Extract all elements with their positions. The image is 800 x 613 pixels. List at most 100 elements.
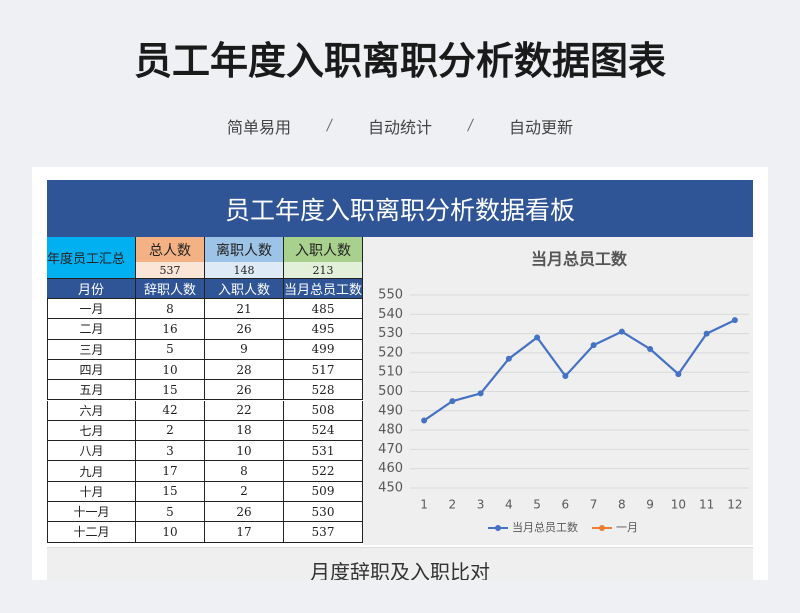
table-cell: 17 <box>136 461 205 482</box>
y-tick-label: 500 <box>378 384 403 399</box>
series-point <box>421 417 428 424</box>
table-cell: 十二月 <box>47 522 136 543</box>
table-cell: 一月 <box>47 299 136 320</box>
x-tick-label: 1 <box>420 498 428 512</box>
table-cell: 8 <box>205 461 284 482</box>
table-cell: 四月 <box>47 359 136 381</box>
legend-dot <box>599 525 605 531</box>
series-point <box>590 342 597 349</box>
series-point <box>675 371 682 378</box>
y-tick-label: 550 <box>378 288 403 303</box>
card: 员工年度入职离职分析数据看板 年度员工汇总 总人数 537 离职人数 148 入职人数 21… <box>32 167 768 580</box>
series-point <box>618 328 625 335</box>
table-cell: 495 <box>284 319 363 340</box>
table-header: 入职人数 <box>205 279 284 299</box>
table-cell: 18 <box>205 420 284 442</box>
x-tick-label: 9 <box>646 498 654 512</box>
table-cell: 9 <box>205 339 284 360</box>
table-cell: 15 <box>136 481 205 502</box>
table-cell: 17 <box>205 522 284 543</box>
chart-title: 当月总员工数 <box>531 250 628 269</box>
table-cell: 10 <box>136 359 205 381</box>
tag-bar: 简单易用 自动统计 自动更新 <box>0 114 800 138</box>
table-cell: 九月 <box>47 461 136 482</box>
series-point <box>731 317 738 324</box>
summary-value: 213 <box>284 262 363 279</box>
table-cell: 26 <box>205 502 284 523</box>
series-point <box>647 346 654 353</box>
table-cell: 528 <box>284 380 363 401</box>
x-tick-label: 5 <box>533 498 541 512</box>
table-cell: 六月 <box>47 400 136 421</box>
table-cell: 七月 <box>47 420 136 442</box>
series-point <box>703 330 710 337</box>
page-title: 员工年度入职离职分析数据图表 <box>133 39 666 83</box>
legend-label: 当月总员工数 <box>512 520 578 534</box>
table-cell: 15 <box>136 380 205 401</box>
x-tick-label: 7 <box>590 498 598 512</box>
x-tick-label: 11 <box>699 498 714 512</box>
series-point <box>534 334 541 341</box>
table-cell: 三月 <box>47 339 136 360</box>
x-tick-label: 2 <box>449 498 457 512</box>
table-cell: 530 <box>284 502 363 523</box>
y-tick-label: 520 <box>378 345 403 360</box>
board-title: 员工年度入职离职分析数据看板 <box>47 180 753 237</box>
series-point <box>477 390 484 397</box>
table-cell: 537 <box>284 522 363 543</box>
table-cell: 531 <box>284 441 363 462</box>
series-point <box>562 373 569 380</box>
table-cell: 517 <box>284 359 363 381</box>
series-point <box>449 398 456 405</box>
next-section-title: 月度辞职及入职比对 <box>47 547 753 580</box>
table-cell: 五月 <box>47 380 136 401</box>
table-cell: 499 <box>284 339 363 360</box>
summary-header: 总人数 <box>136 237 205 262</box>
table-cell: 5 <box>136 502 205 523</box>
y-tick-label: 510 <box>378 365 403 380</box>
table: 年度员工汇总 总人数 537 离职人数 148 入职人数 213 月份 辞职人数 入职人数 当月总员… <box>47 237 363 543</box>
y-tick-label: 480 <box>378 423 403 438</box>
summary-header: 入职人数 <box>284 237 363 262</box>
table-cell: 509 <box>284 481 363 502</box>
tag: 自动更新 <box>509 118 574 137</box>
table-cell: 524 <box>284 420 363 442</box>
separator <box>467 118 474 132</box>
table-cell: 522 <box>284 461 363 482</box>
table-cell: 8 <box>136 299 205 320</box>
table-cell: 508 <box>284 400 363 421</box>
table-header: 辞职人数 <box>136 279 205 299</box>
summary-value: 148 <box>205 262 284 279</box>
table-cell: 3 <box>136 441 205 462</box>
x-tick-label: 4 <box>505 498 513 512</box>
y-tick-label: 450 <box>378 481 403 496</box>
series-point <box>505 355 512 362</box>
table-cell: 2 <box>205 481 284 502</box>
tag: 自动统计 <box>367 118 432 137</box>
x-tick-label: 12 <box>727 498 742 512</box>
x-tick-label: 6 <box>562 498 570 512</box>
x-tick-label: 3 <box>477 498 485 512</box>
summary-value: 537 <box>136 262 205 279</box>
table-cell: 二月 <box>47 319 136 340</box>
table-header: 月份 <box>47 279 136 299</box>
tag: 简单易用 <box>226 118 291 137</box>
y-tick-label: 530 <box>378 326 403 341</box>
table-cell: 26 <box>205 380 284 401</box>
table-cell: 26 <box>205 319 284 340</box>
table-cell: 21 <box>205 299 284 320</box>
legend-dot <box>495 525 501 531</box>
table-cell: 2 <box>136 420 205 442</box>
series-line <box>423 319 736 422</box>
x-tick-label: 10 <box>671 498 686 512</box>
x-tick-label: 8 <box>618 498 626 512</box>
legend-label: 一月 <box>616 521 638 534</box>
table-cell: 十一月 <box>47 502 136 523</box>
y-tick-label: 490 <box>378 403 403 418</box>
table-cell: 22 <box>205 400 284 421</box>
table-cell: 5 <box>136 339 205 360</box>
table-cell: 28 <box>205 359 284 381</box>
table-cell: 10 <box>136 522 205 543</box>
table-cell: 十月 <box>47 481 136 502</box>
